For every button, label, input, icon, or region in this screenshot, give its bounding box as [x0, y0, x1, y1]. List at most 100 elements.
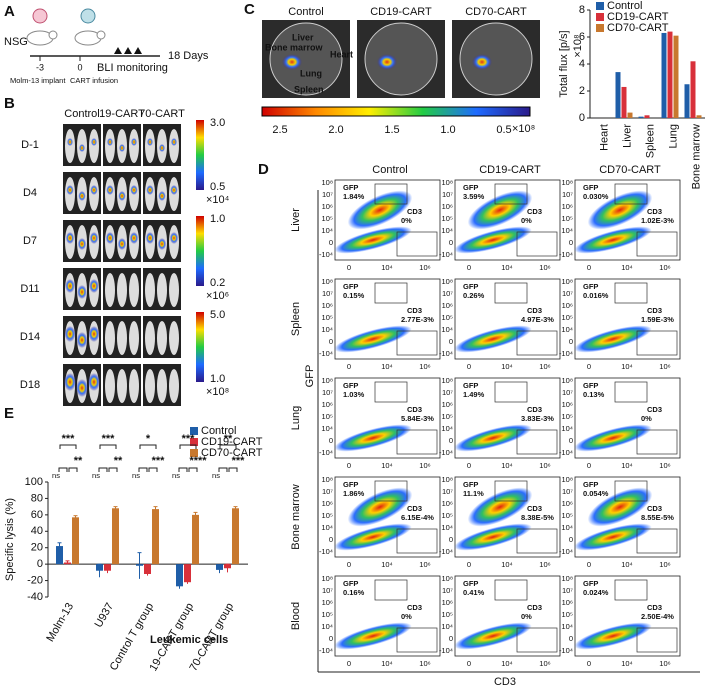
significance: ****	[189, 455, 207, 467]
y-tick-label: -10⁴	[319, 250, 333, 259]
x-tick-label: 10⁶	[539, 659, 550, 668]
y-tick-label: -10⁴	[439, 250, 453, 259]
mouse-head	[48, 30, 58, 40]
gate-value: 0%	[401, 612, 412, 621]
bar	[690, 61, 696, 118]
y-tick-label: 10⁶	[442, 598, 453, 607]
x-tick-label: 10⁶	[659, 560, 670, 569]
y-tick-label: 4	[579, 58, 585, 70]
scale-unit: ×10⁸	[206, 386, 229, 398]
row-label: D4	[23, 187, 37, 199]
significance: **	[74, 455, 83, 467]
density	[454, 424, 532, 452]
x-tick-label: 10⁴	[501, 461, 513, 470]
signal	[129, 232, 139, 244]
organ-label: Spleen	[294, 84, 324, 94]
scale-min: 0.2	[210, 277, 225, 289]
mouse-body	[169, 369, 179, 403]
bli-marker	[114, 47, 122, 54]
y-tick-label: -10⁴	[559, 349, 573, 358]
y-tick-label: 10⁸	[441, 574, 453, 583]
row-label: D14	[20, 331, 40, 343]
signal	[105, 232, 115, 244]
column-header: CD19-CART	[479, 164, 541, 176]
panel-letter: E	[4, 405, 14, 422]
dish-icon	[32, 8, 48, 24]
significance: ns	[52, 471, 60, 480]
gate-label: GFP	[343, 282, 358, 291]
gate-value: 0.016%	[583, 291, 609, 300]
bracket	[139, 444, 157, 449]
density	[587, 190, 653, 230]
y-tick-label: 10⁴	[561, 622, 573, 631]
gate-label: GFP	[463, 480, 478, 489]
legend-label: CD70-CART	[201, 447, 263, 459]
y-tick-label: 0	[329, 238, 333, 247]
signal	[64, 326, 76, 342]
density	[574, 523, 652, 551]
significance: *	[146, 433, 151, 445]
row-label: Bone marrow	[290, 484, 302, 549]
gate-label: CD3	[647, 306, 662, 315]
gate	[614, 579, 648, 601]
gate	[516, 231, 558, 257]
y-tick-label: 10⁸	[321, 178, 333, 187]
y-tick-label: -20	[27, 574, 43, 586]
bracket	[59, 444, 77, 449]
gate-value: 0%	[641, 414, 652, 423]
legend-label: Control	[607, 0, 642, 12]
density	[347, 487, 413, 527]
gate-value: 4.97E-3%	[521, 315, 554, 324]
density	[454, 622, 532, 650]
y-tick-label: 10⁸	[441, 376, 453, 385]
gate-label: CD3	[647, 207, 662, 216]
significance: ***	[232, 455, 246, 467]
bar	[152, 509, 159, 565]
bli-marker	[134, 47, 142, 54]
x-tick-label: 0	[587, 461, 591, 470]
gate-label: GFP	[463, 381, 478, 390]
bar	[673, 35, 679, 118]
y-tick-label: 10⁵	[562, 214, 573, 223]
y-tick-label: 10⁸	[321, 475, 333, 484]
y-tick-label: 10⁶	[562, 499, 573, 508]
y-tick-label: 100	[25, 476, 43, 488]
y-tick-label: 10⁷	[322, 190, 333, 199]
mouse-body	[105, 273, 115, 307]
y-tick-label: 0	[449, 238, 453, 247]
y-tick-label: 10⁷	[442, 289, 453, 298]
x-tick-label: 10⁶	[539, 461, 550, 470]
bracket	[228, 467, 238, 472]
y-tick-label: 10⁴	[321, 622, 333, 631]
y-tick-label: 10⁶	[562, 400, 573, 409]
y-tick-label: -10⁴	[319, 349, 333, 358]
scale-max: 3.0	[210, 117, 225, 129]
gate-label: CD3	[647, 405, 662, 414]
signal	[106, 185, 114, 195]
x-tick-label: 0	[467, 659, 471, 668]
gate-label: CD3	[647, 603, 662, 612]
color-scale	[196, 312, 204, 382]
density	[334, 424, 412, 452]
x-tick-label: 10⁴	[501, 659, 513, 668]
x-tick-label: 10⁴	[381, 461, 393, 470]
gate-label: CD3	[407, 306, 422, 315]
y-tick-label: 0	[37, 558, 43, 570]
x-tick-label: 0	[467, 461, 471, 470]
signal	[170, 185, 178, 195]
gate-label: GFP	[463, 282, 478, 291]
signal	[131, 138, 137, 146]
organ-label: Bone marrow	[265, 42, 324, 52]
gate	[636, 231, 678, 257]
gate-label: GFP	[463, 579, 478, 588]
y-tick-label: 10⁵	[322, 610, 333, 619]
gate-value: 3.83E-3%	[521, 414, 554, 423]
row-label: Lung	[290, 406, 302, 430]
y-tick-label: 10⁸	[321, 376, 333, 385]
y-axis-label: Specific lysis (%)	[4, 498, 16, 581]
y-tick-label: 20	[31, 542, 43, 554]
gate-value: 3.59%	[463, 192, 485, 201]
gate-value: 0.030%	[583, 192, 609, 201]
x-tick-label: U937	[93, 601, 117, 630]
